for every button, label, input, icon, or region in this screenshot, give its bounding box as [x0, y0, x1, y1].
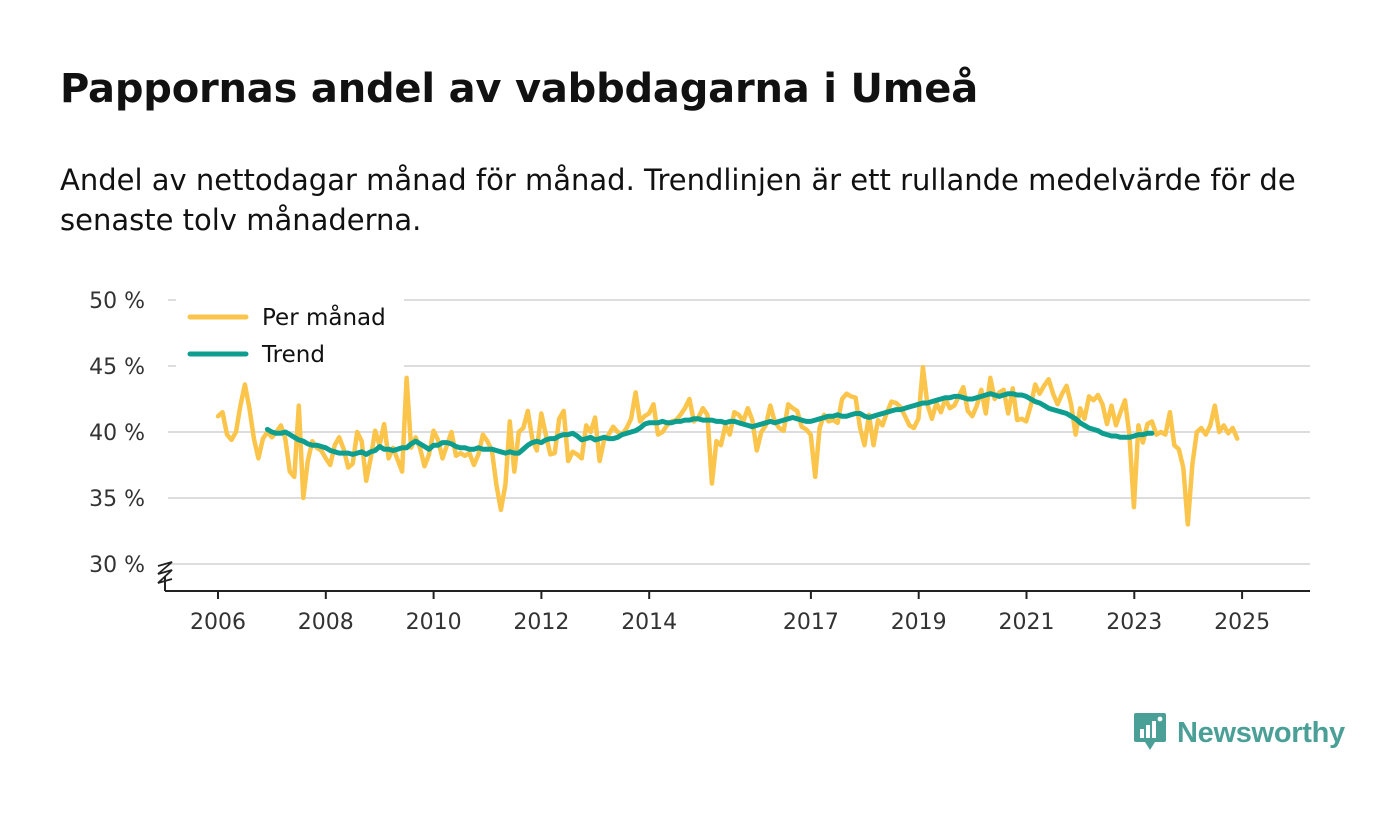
series-layer: [215, 365, 1240, 527]
x-tick-label-2017: 2017: [783, 610, 839, 635]
y-tick-label-35: 35 %: [89, 487, 145, 512]
x-tick-label-2010: 2010: [406, 610, 462, 635]
series-line-per-manad: [215, 365, 1240, 527]
y-axis-ticks: 30 % 35 % 40 % 45 % 50 %: [89, 289, 145, 578]
newsworthy-logo-icon: [1134, 713, 1166, 750]
legend: Per månad Trend: [176, 296, 404, 370]
legend-label-per-manad: Per månad: [262, 303, 386, 331]
brand: Newsworthy: [1133, 712, 1345, 754]
x-tick-label-2012: 2012: [513, 610, 569, 635]
legend-label-trend: Trend: [261, 342, 325, 368]
y-tick-label-30: 30 %: [89, 553, 145, 578]
chart-title: Pappornas andel av vabbdagarna i Umeå: [60, 66, 978, 112]
x-tick-label-2023: 2023: [1106, 610, 1162, 635]
axis-break-marker: [157, 561, 173, 584]
x-axis: 2006 2008 2010 2012 2014 2017 2019 2021 2023 2025: [157, 561, 1310, 635]
y-tick-label-50: 50 %: [89, 289, 145, 314]
x-tick-label-2006: 2006: [190, 610, 246, 635]
x-tick-label-2025: 2025: [1214, 610, 1270, 635]
x-tick-label-2021: 2021: [999, 610, 1055, 635]
series-line-trend: [264, 391, 1155, 457]
chart-subtitle: Andel av nettodagar månad för månad. Tre…: [60, 163, 1296, 237]
brand-name: Newsworthy: [1177, 716, 1345, 749]
x-tick-label-2008: 2008: [298, 610, 354, 635]
x-tick-label-2019: 2019: [891, 610, 947, 635]
y-tick-label-45: 45 %: [89, 355, 145, 380]
legend-background: [176, 296, 404, 370]
y-tick-label-40: 40 %: [89, 421, 145, 446]
x-tick-label-2014: 2014: [621, 610, 677, 635]
